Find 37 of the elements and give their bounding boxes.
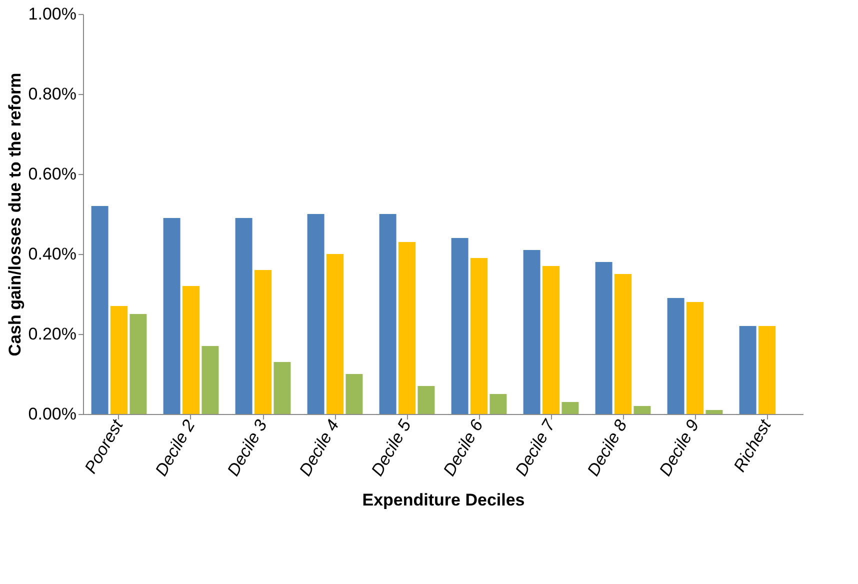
- bar: [163, 218, 180, 414]
- y-tick-label: 0.80%: [28, 84, 76, 104]
- bar: [379, 214, 396, 414]
- bar: [110, 306, 128, 414]
- bar: [254, 270, 272, 414]
- bar: [91, 206, 108, 414]
- bar: [686, 302, 704, 414]
- bar: [235, 218, 252, 414]
- bar: [490, 394, 507, 414]
- bar: [274, 362, 291, 414]
- bar: [562, 402, 579, 414]
- bar: [451, 238, 468, 414]
- bar: [182, 286, 200, 414]
- bar: [706, 410, 723, 414]
- y-tick-label: 0.20%: [28, 324, 76, 344]
- bar: [398, 242, 416, 414]
- bar: [523, 250, 540, 414]
- bar: [470, 258, 488, 414]
- bar: [130, 314, 147, 414]
- bar: [418, 386, 435, 414]
- bar: [667, 298, 684, 414]
- bar: [326, 254, 344, 414]
- y-axis-title: Cash gain/losses due to the reform: [5, 72, 24, 356]
- bar: [346, 374, 363, 414]
- y-tick-label: 1.00%: [28, 4, 76, 24]
- bar: [634, 406, 651, 414]
- bar: [202, 346, 219, 414]
- bar: [595, 262, 612, 414]
- bar: [614, 274, 632, 414]
- bar: [739, 326, 756, 414]
- y-tick-label: 0.40%: [28, 244, 76, 264]
- bar: [307, 214, 324, 414]
- y-tick-label: 0.00%: [28, 404, 76, 424]
- bar: [542, 266, 560, 414]
- bar: [758, 326, 776, 414]
- x-axis-title: Expenditure Deciles: [362, 490, 525, 510]
- y-tick-label: 0.60%: [28, 164, 76, 184]
